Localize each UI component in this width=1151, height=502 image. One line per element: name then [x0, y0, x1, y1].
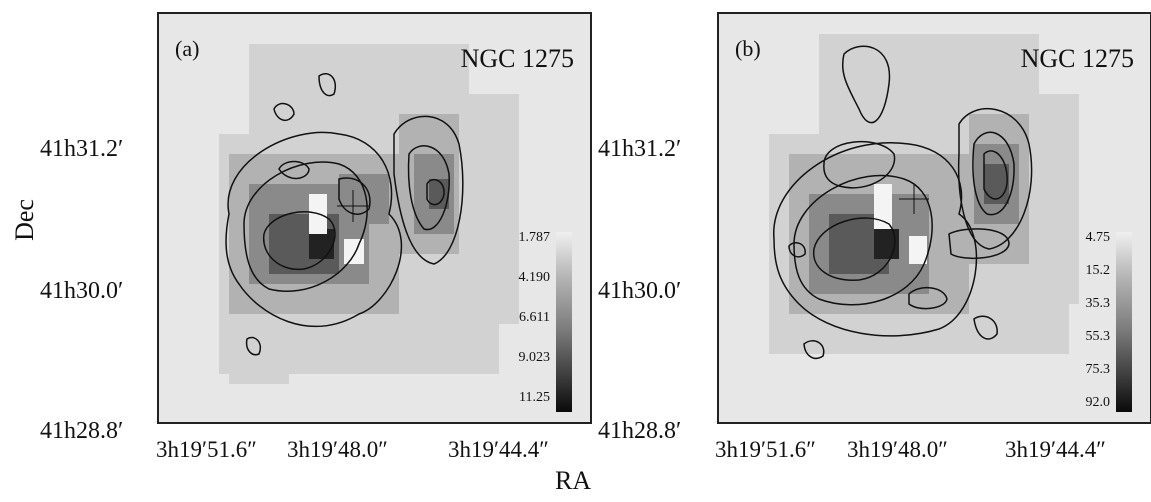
image-panel-b: (b) NGC 1275 4.75 15.2 35.3 55.3 75.3 92…: [717, 12, 1151, 424]
colorbar-ticks: 4.75 15.2 35.3 55.3 75.3 92.0: [1050, 230, 1111, 414]
x-tick-label: 3h19′51.6″: [156, 437, 257, 462]
colorbar: [556, 232, 572, 412]
colorbar-tick-label: 11.25: [519, 390, 550, 405]
y-tick-label: 41h28.8′: [598, 418, 682, 444]
intensity-map-a: [219, 44, 519, 384]
colorbar: [1116, 232, 1132, 412]
colorbar-tick-label: 35.3: [1085, 296, 1111, 311]
y-tick-label: 41h31.2′: [598, 136, 682, 162]
x-tick-label: 3h19′44.4″: [448, 437, 549, 462]
colorbar-ticks: 1.787 4.190 6.611 9.023 11.25: [490, 230, 551, 414]
colorbar-tick-label: 92.0: [1085, 395, 1111, 410]
x-axis-label: RA: [555, 466, 592, 495]
colorbar-tick-label: 4.75: [1085, 230, 1111, 245]
colorbar-tick-label: 15.2: [1085, 263, 1111, 278]
panel-title: NGC 1275: [460, 44, 574, 73]
y-tick-label: 41h30.0′: [598, 278, 682, 304]
y-tick-label: 41h28.8′: [40, 418, 124, 444]
y-tick-label: 41h30.0′: [40, 278, 124, 304]
image-panel-a: (a) NGC 1275 1.787 4.190 6.611 9.023 11.…: [157, 12, 592, 424]
colorbar-tick-label: 1.787: [518, 230, 551, 245]
y-tick-label: 41h31.2′: [40, 136, 124, 162]
x-tick-label: 3h19′51.6″: [715, 437, 816, 462]
panel-label: (b): [735, 36, 761, 61]
y-axis-label: Dec: [9, 199, 39, 241]
colorbar-tick-label: 55.3: [1085, 329, 1111, 344]
x-tick-label: 3h19′48.0″: [847, 437, 948, 462]
intensity-map-b: [769, 34, 1079, 360]
x-tick-label: 3h19′44.4″: [1005, 437, 1106, 462]
panel-label: (a): [175, 36, 200, 61]
colorbar-tick-label: 9.023: [518, 350, 551, 365]
panel-title: NGC 1275: [1020, 44, 1134, 73]
x-tick-label: 3h19′48.0″: [287, 437, 388, 462]
colorbar-tick-label: 6.611: [519, 310, 550, 325]
colorbar-tick-label: 4.190: [518, 270, 551, 285]
colorbar-tick-label: 75.3: [1085, 362, 1111, 377]
